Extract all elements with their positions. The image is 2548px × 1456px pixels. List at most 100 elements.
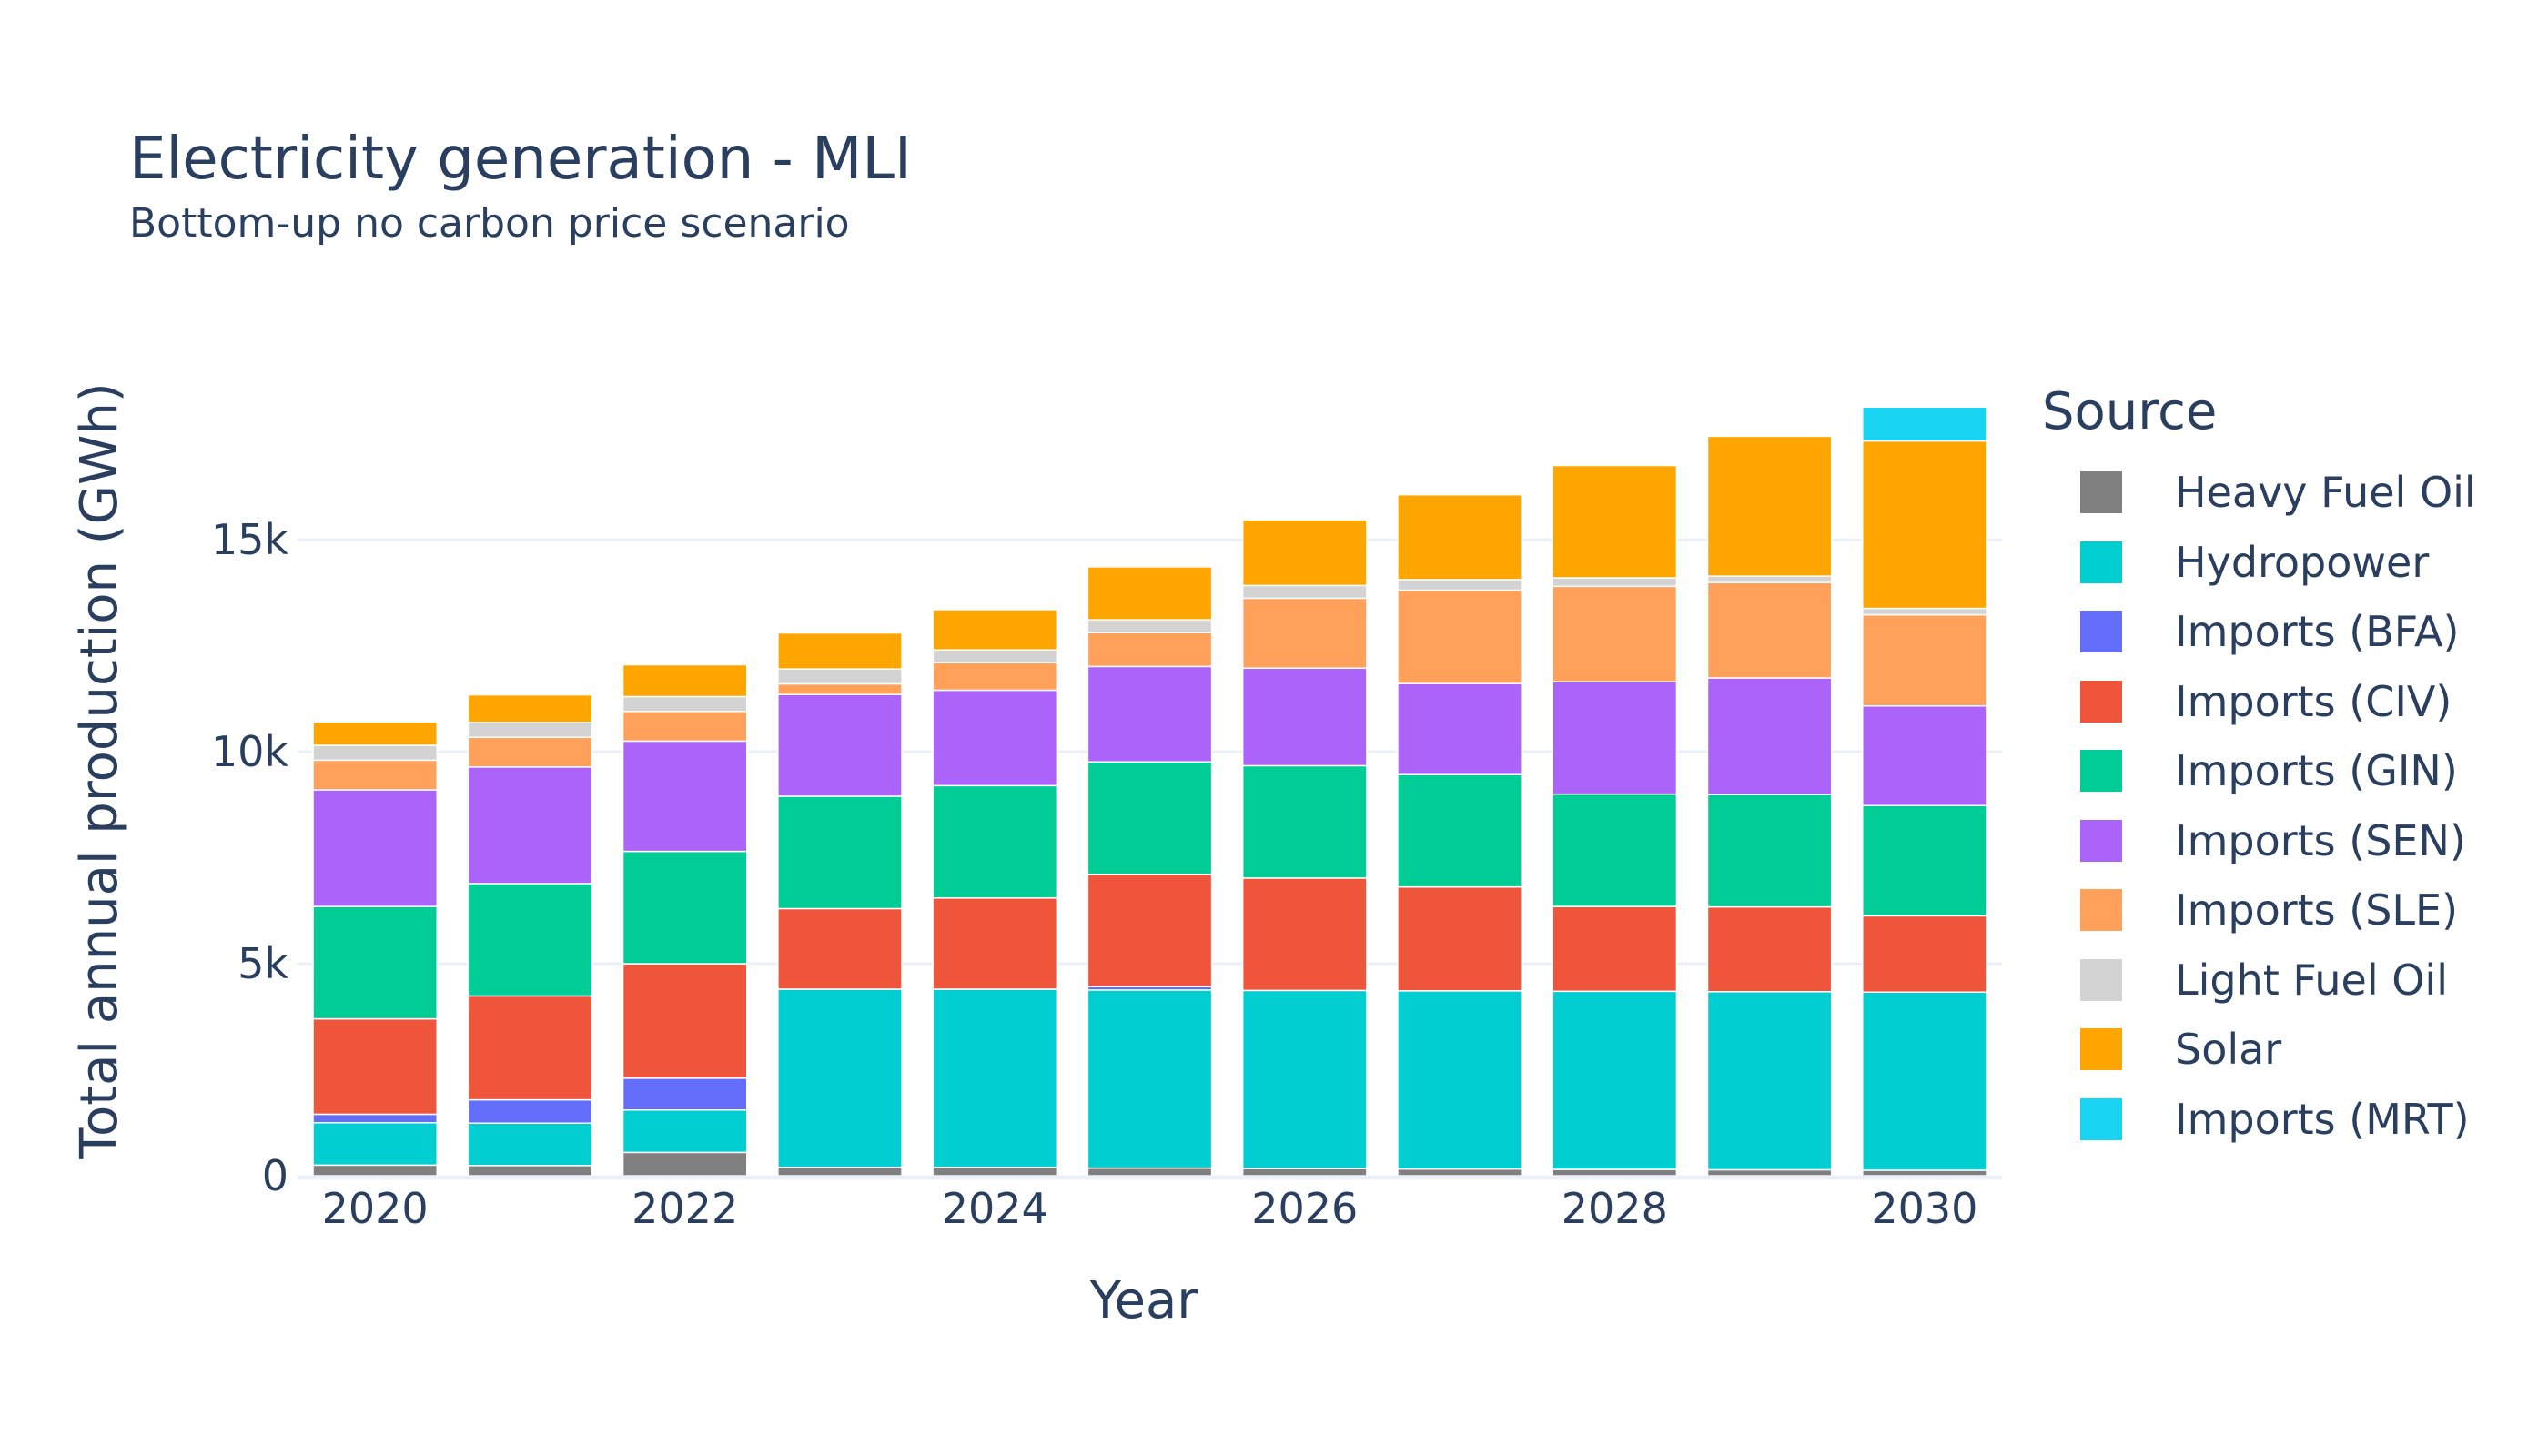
bar-segment: [932, 649, 1058, 663]
legend-item[interactable]: Imports (BFA): [2042, 597, 2476, 667]
bar-segment: [1862, 1169, 1987, 1177]
bar-segment: [1087, 761, 1213, 875]
legend: Source Heavy Fuel Oil Hydropower Imports (…: [2042, 382, 2476, 1154]
bar-segment: [1087, 873, 1213, 987]
bar-segment: [1552, 793, 1678, 907]
x-tick-label: 2026: [1251, 1184, 1358, 1233]
bar-segment: [467, 995, 593, 1101]
bar-segment: [622, 1077, 748, 1111]
bar-segment: [1552, 585, 1678, 682]
bar-segment: [1241, 667, 1368, 767]
bar-segment: [467, 736, 593, 768]
bar-segment: [1552, 464, 1678, 579]
bar-segment: [312, 905, 438, 1020]
bar-segment: [312, 1017, 438, 1116]
bar-segment: [1706, 905, 1833, 993]
y-tick-label: 15k: [211, 515, 289, 564]
bar-segment: [932, 1166, 1058, 1177]
legend-item[interactable]: Heavy Fuel Oil: [2042, 458, 2476, 528]
legend-swatch: [2080, 680, 2122, 723]
bar-segment: [1706, 1168, 1833, 1177]
bar-segment: [467, 1165, 593, 1177]
bar-segment: [1397, 885, 1522, 992]
x-tick-label: 2020: [322, 1184, 429, 1233]
bar-segment: [312, 721, 438, 746]
legend-label: Imports (SLE): [2175, 885, 2459, 935]
legend-label: Imports (MRT): [2175, 1094, 2470, 1144]
legend-label: Hydropower: [2175, 537, 2430, 587]
bar-segment: [1862, 704, 1987, 806]
bar-segment: [1397, 774, 1522, 888]
legend-item[interactable]: Imports (MRT): [2042, 1085, 2476, 1155]
bar-segment: [1862, 406, 1987, 442]
x-tick-label: 2028: [1562, 1184, 1668, 1233]
y-tick-label: 5k: [238, 939, 288, 988]
bar-segment: [1397, 589, 1522, 684]
legend-item[interactable]: Imports (SEN): [2042, 806, 2476, 876]
legend-item[interactable]: Imports (SLE): [2042, 875, 2476, 945]
bar-segment: [1706, 581, 1833, 679]
x-tick-label: 2024: [942, 1184, 1048, 1233]
bar-segment: [1552, 990, 1678, 1170]
bar-segment: [1241, 519, 1368, 587]
bar-segment: [622, 1151, 748, 1177]
bar-segment: [622, 740, 748, 853]
legend-label: Imports (SEN): [2175, 815, 2466, 865]
legend-item[interactable]: Imports (CIV): [2042, 667, 2476, 737]
bar-segment: [1862, 440, 1987, 610]
bar-segment: [777, 668, 903, 685]
bar-segment: [932, 689, 1058, 787]
bar-segment: [1397, 579, 1522, 592]
chart-subtitle: Bottom-up no carbon price scenario: [129, 200, 850, 247]
bar-segment: [1862, 915, 1987, 993]
bar-segment: [1706, 991, 1833, 1171]
bar-segment: [1087, 665, 1213, 763]
bar-segment: [777, 693, 903, 797]
axes: 0 5k 10k 15k 2020 2022 2024 2026 2028 2030: [211, 515, 2002, 1233]
y-axis-title: Total annual production (GWh): [70, 382, 129, 1160]
bar-segment: [1706, 677, 1833, 795]
bar-segment: [1397, 990, 1522, 1170]
bar-segment: [1397, 493, 1522, 581]
x-tick-label: 2022: [632, 1184, 738, 1233]
bar-segment: [777, 795, 903, 910]
x-axis-title: Year: [1089, 1271, 1199, 1330]
bar-segment: [777, 682, 903, 695]
bar-segment: [1862, 804, 1987, 917]
legend-swatch: [2080, 819, 2122, 862]
y-tick-label: 10k: [211, 727, 289, 776]
bar-segment: [1241, 1168, 1368, 1177]
legend-item[interactable]: Solar: [2042, 1015, 2476, 1085]
legend-label: Imports (BFA): [2175, 607, 2460, 657]
legend-label: Solar: [2175, 1025, 2282, 1075]
bar-segment: [1087, 1167, 1213, 1177]
bar-segment: [777, 632, 903, 670]
legend-swatch: [2080, 889, 2122, 932]
bar-segment: [1552, 577, 1678, 588]
legend-swatch: [2080, 541, 2122, 583]
legend-item[interactable]: Light Fuel Oil: [2042, 945, 2476, 1016]
legend-label: Imports (CIV): [2175, 676, 2452, 726]
bar-segment: [1397, 682, 1522, 775]
bar-segment: [1862, 613, 1987, 707]
bar-segment: [622, 695, 748, 713]
bar-segment: [932, 897, 1058, 990]
bar-segment: [312, 744, 438, 762]
bar-segment: [1862, 607, 1987, 616]
bar-segment: [1706, 575, 1833, 583]
bar-segment: [622, 1109, 748, 1154]
bar-segment: [1241, 764, 1368, 879]
bar-segment: [932, 609, 1058, 651]
bar-segment: [932, 988, 1058, 1168]
legend-swatch: [2080, 1028, 2122, 1071]
legend-swatch: [2080, 1097, 2122, 1140]
bar-segment: [1706, 435, 1833, 577]
bar-segment: [467, 1098, 593, 1124]
bar-segment: [622, 663, 748, 698]
legend-label: Light Fuel Oil: [2175, 955, 2448, 1005]
legend-items: Heavy Fuel Oil Hydropower Imports (BFA) Imp…: [2042, 458, 2476, 1154]
legend-item[interactable]: Hydropower: [2042, 528, 2476, 598]
bar-segment: [467, 693, 593, 723]
legend-item[interactable]: Imports (GIN): [2042, 736, 2476, 806]
bar-segment: [1397, 1168, 1522, 1177]
